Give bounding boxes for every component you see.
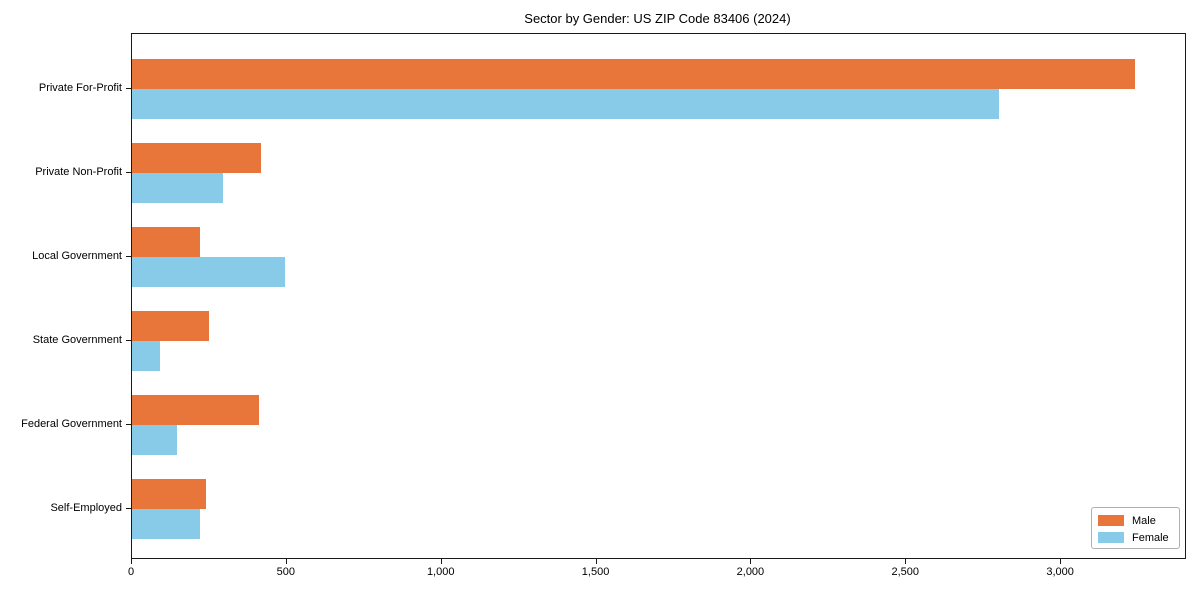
bar-male-private-for-profit bbox=[132, 59, 1136, 89]
x-tick bbox=[131, 559, 132, 564]
x-tick bbox=[750, 559, 752, 564]
bar-female-private-for-profit bbox=[132, 89, 1000, 119]
legend: Male Female bbox=[1091, 507, 1180, 549]
y-tick bbox=[126, 424, 131, 425]
x-tick-label-1-000: 1,000 bbox=[426, 566, 455, 578]
x-tick-label-3-000: 3,000 bbox=[1046, 566, 1074, 578]
legend-swatch-female bbox=[1098, 532, 1124, 543]
y-tick-label-private-non-profit: Private Non-Profit bbox=[35, 166, 122, 178]
y-tick-label-local-government: Local Government bbox=[32, 250, 122, 262]
plot-area bbox=[131, 33, 1186, 559]
y-tick bbox=[126, 172, 131, 173]
bar-female-self-employed bbox=[132, 509, 201, 539]
legend-entry-male: Male bbox=[1098, 512, 1179, 529]
legend-swatch-male bbox=[1098, 515, 1124, 526]
x-tick bbox=[1060, 559, 1062, 564]
chart-title: Sector by Gender: US ZIP Code 83406 (202… bbox=[524, 11, 791, 26]
y-tick bbox=[126, 256, 131, 257]
x-tick-label-500: 500 bbox=[276, 566, 296, 578]
x-tick bbox=[905, 559, 907, 564]
legend-label-female: Female bbox=[1132, 531, 1169, 544]
y-tick-label-federal-government: Federal Government bbox=[21, 418, 122, 430]
y-tick bbox=[126, 340, 131, 341]
y-tick-label-private-for-profit: Private For-Profit bbox=[38, 82, 122, 94]
x-tick-label-2-000: 2,000 bbox=[736, 566, 765, 578]
bar-female-local-government bbox=[132, 257, 286, 287]
x-tick bbox=[595, 559, 597, 564]
bar-female-federal-government bbox=[132, 425, 177, 455]
bar-male-federal-government bbox=[132, 395, 259, 425]
bar-male-state-government bbox=[132, 311, 210, 341]
x-tick-label-1-500: 1,500 bbox=[581, 566, 610, 578]
bar-male-self-employed bbox=[132, 479, 207, 509]
legend-entry-female: Female bbox=[1098, 529, 1179, 546]
x-tick bbox=[440, 559, 442, 564]
y-tick-label-state-government: State Government bbox=[32, 334, 122, 346]
bar-female-private-non-profit bbox=[132, 173, 224, 203]
y-tick bbox=[126, 508, 131, 509]
x-tick-label-0: 0 bbox=[127, 566, 135, 578]
legend-label-male: Male bbox=[1132, 514, 1156, 527]
bar-male-local-government bbox=[132, 227, 201, 257]
y-tick bbox=[126, 88, 131, 89]
bar-female-state-government bbox=[132, 341, 160, 371]
x-tick bbox=[285, 559, 287, 564]
bar-male-private-non-profit bbox=[132, 143, 261, 173]
y-tick-label-self-employed: Self-Employed bbox=[50, 502, 122, 514]
x-tick-label-2-500: 2,500 bbox=[891, 566, 920, 578]
